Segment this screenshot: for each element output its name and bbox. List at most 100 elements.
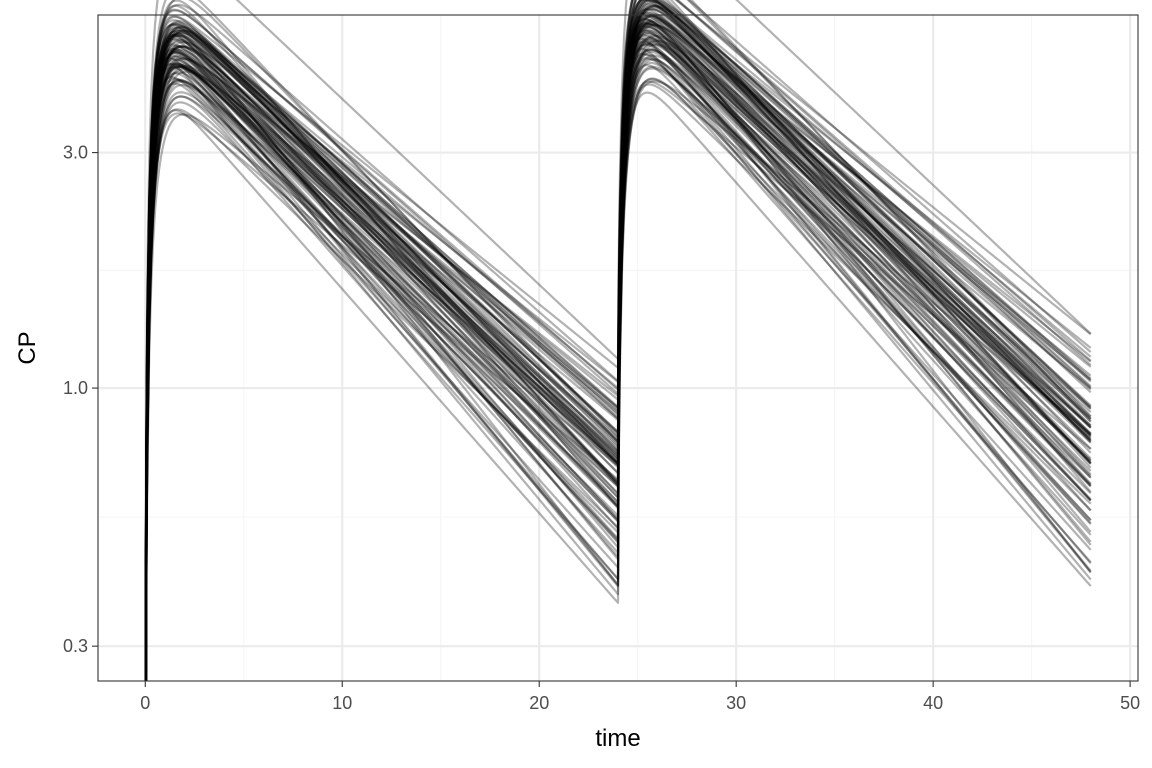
x-tick-label: 40 bbox=[923, 693, 943, 713]
series-line bbox=[144, 48, 1092, 681]
series-line bbox=[144, 17, 1092, 681]
series-line bbox=[144, 0, 1092, 681]
series-line bbox=[144, 13, 1092, 681]
series-line bbox=[144, 37, 1092, 681]
series-line bbox=[144, 29, 1092, 681]
series-line bbox=[144, 0, 1092, 681]
series-line bbox=[144, 63, 1092, 681]
series-line bbox=[144, 24, 1092, 681]
series-line bbox=[144, 48, 1092, 681]
y-tick-label: 3.0 bbox=[63, 143, 88, 163]
series-line bbox=[144, 17, 1092, 681]
series-line bbox=[144, 8, 1092, 681]
x-tick-label: 10 bbox=[332, 693, 352, 713]
series-line bbox=[144, 37, 1092, 681]
series-line bbox=[144, 0, 1092, 681]
series-line bbox=[144, 42, 1092, 681]
series-line bbox=[145, 65, 1092, 681]
series-line bbox=[144, 0, 1092, 681]
x-tick-label: 50 bbox=[1120, 693, 1140, 713]
series-line bbox=[144, 31, 1092, 681]
series-line bbox=[145, 78, 1092, 681]
series-line bbox=[145, 58, 1092, 681]
series-line bbox=[144, 11, 1092, 681]
series-line bbox=[145, 80, 1092, 681]
series-line bbox=[144, 52, 1092, 681]
series-line bbox=[144, 23, 1092, 681]
series-line bbox=[144, 5, 1092, 681]
series-line bbox=[144, 0, 1092, 681]
series-line bbox=[144, 21, 1092, 681]
series-line bbox=[144, 0, 1092, 681]
series-line bbox=[144, 22, 1092, 681]
panel-border bbox=[97, 14, 1139, 682]
series-line bbox=[144, 47, 1092, 681]
minor-gridlines bbox=[98, 15, 1138, 681]
series-line bbox=[144, 8, 1092, 681]
series-line bbox=[144, 34, 1092, 681]
x-axis-title: time bbox=[595, 725, 640, 752]
series-line bbox=[144, 22, 1092, 681]
y-axis-ticks: 0.3 1.0 3.0 bbox=[63, 143, 98, 656]
series-line bbox=[144, 18, 1092, 681]
series-line bbox=[144, 0, 1092, 681]
series-line bbox=[144, 53, 1092, 681]
series-line bbox=[144, 0, 1092, 681]
series-line bbox=[145, 54, 1092, 681]
series-line bbox=[144, 4, 1092, 681]
major-gridlines bbox=[98, 15, 1138, 681]
series-line bbox=[144, 0, 1092, 681]
series-line bbox=[145, 67, 1092, 681]
series-line bbox=[144, 38, 1092, 681]
series-line bbox=[144, 22, 1092, 681]
series-line bbox=[144, 4, 1092, 681]
series-line bbox=[144, 41, 1092, 681]
series-line bbox=[144, 50, 1092, 681]
series-line bbox=[145, 80, 1092, 681]
series-line bbox=[145, 39, 1092, 681]
series-line bbox=[144, 0, 1092, 681]
series-line bbox=[144, 0, 1092, 681]
series-line bbox=[144, 39, 1092, 681]
series-line bbox=[144, 40, 1092, 681]
series-line bbox=[144, 0, 1092, 681]
series-line bbox=[144, 7, 1092, 681]
y-tick-label: 0.3 bbox=[63, 636, 88, 656]
series-line bbox=[144, 0, 1092, 681]
series-line bbox=[144, 0, 1092, 681]
series-line bbox=[144, 11, 1092, 681]
series-line bbox=[144, 31, 1092, 681]
series-line bbox=[144, 20, 1092, 681]
series-line bbox=[144, 48, 1092, 681]
series-line bbox=[144, 15, 1092, 681]
series-line bbox=[144, 3, 1092, 681]
series-line bbox=[144, 0, 1092, 681]
y-axis-title: CP bbox=[14, 331, 41, 364]
series-line bbox=[144, 28, 1092, 681]
series-line bbox=[144, 0, 1092, 681]
series-line bbox=[144, 5, 1092, 681]
series-line bbox=[144, 22, 1092, 681]
series-line bbox=[144, 15, 1092, 682]
series-line bbox=[144, 7, 1092, 681]
series-line bbox=[144, 91, 1092, 681]
x-axis-ticks: 0 10 20 30 40 50 bbox=[140, 681, 1140, 713]
series-line bbox=[145, 83, 1092, 681]
series-line bbox=[144, 26, 1092, 681]
series-line bbox=[145, 77, 1092, 681]
series-line bbox=[144, 22, 1092, 681]
series-line bbox=[144, 15, 1092, 681]
series-line bbox=[144, 43, 1092, 681]
series-line bbox=[144, 19, 1092, 681]
series-line bbox=[144, 29, 1092, 681]
series-line bbox=[144, 24, 1092, 681]
series-line bbox=[144, 25, 1092, 681]
series-line bbox=[144, 33, 1092, 681]
y-tick-label: 1.0 bbox=[63, 378, 88, 398]
series-line bbox=[144, 13, 1092, 681]
series-line bbox=[144, 37, 1092, 681]
series-line bbox=[144, 19, 1092, 681]
series-line bbox=[144, 43, 1092, 681]
